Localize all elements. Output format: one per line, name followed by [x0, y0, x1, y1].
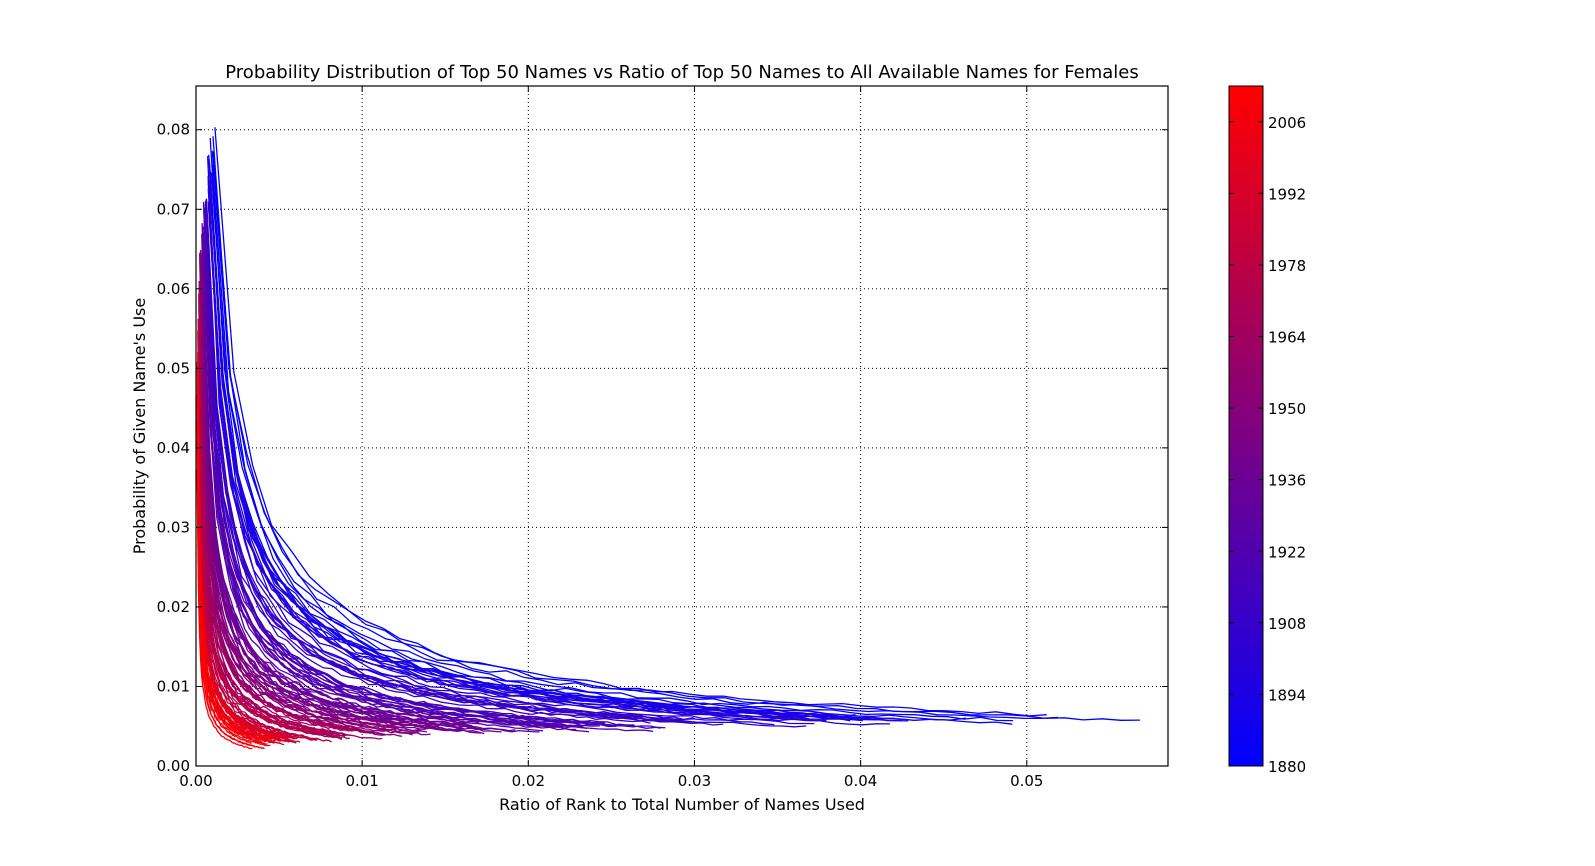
- series-line-2009: [196, 468, 253, 750]
- x-tick-label: 0.01: [345, 772, 378, 790]
- y-tick-label: 0.06: [157, 280, 190, 298]
- colorbar-tick-label: 1880: [1268, 758, 1306, 776]
- series-line-1926: [202, 251, 577, 731]
- colorbar-tick-label: 1992: [1268, 185, 1306, 203]
- colorbar-ticks: 1880 1894 1908 1922 1936 1950 1964 1978 1992 2006: [1229, 114, 1306, 776]
- series-line-1921: [203, 224, 605, 724]
- colorbar-tick-label: 1936: [1268, 472, 1306, 490]
- y-tick-label: 0.03: [157, 518, 190, 536]
- plot-background: [196, 86, 1168, 766]
- series-line-1922: [203, 231, 588, 730]
- colorbar-tick-label: 1908: [1268, 615, 1306, 633]
- x-axis-ticks: 0.00 0.01 0.02 0.03 0.04 0.05: [179, 86, 1043, 790]
- series-line-1961: [198, 288, 364, 732]
- y-axis-label: Probability of Given Name's Use: [130, 298, 149, 554]
- series-line-2002: [196, 395, 272, 740]
- y-tick-label: 0.04: [157, 439, 190, 457]
- series-line-1978: [197, 363, 318, 733]
- series-line-1973: [198, 363, 332, 734]
- series-line-1885: [210, 172, 967, 721]
- series-line-1901: [207, 201, 815, 725]
- series-line-1914: [205, 216, 679, 721]
- series-line-1953: [199, 297, 397, 732]
- colorbar-tick-label: 1978: [1268, 257, 1306, 275]
- series-line-1982: [197, 394, 318, 741]
- y-tick-label: 0.01: [157, 677, 190, 695]
- y-tick-label: 0.07: [157, 200, 190, 218]
- series-line-1954: [199, 269, 399, 729]
- y-tick-label: 0.08: [157, 121, 190, 139]
- series-line-1880: [214, 127, 1140, 721]
- series-line-1902: [207, 207, 827, 722]
- series-line-1886: [212, 151, 1059, 720]
- x-tick-label: 0.02: [512, 772, 545, 790]
- plot-area: 0.00 0.01 0.02 0.03 0.04 0.05 0.000.010.020.0…: [157, 85, 1169, 790]
- colorbar-tick-label: 1950: [1268, 400, 1306, 418]
- series-line-1882: [212, 136, 1047, 717]
- series-line-1938: [201, 262, 482, 725]
- series-line-2013: [196, 419, 260, 741]
- series-line-2001: [197, 352, 281, 740]
- series-line-2011: [196, 380, 270, 739]
- series-line-1906: [205, 199, 703, 724]
- y-tick-label: 0.05: [157, 359, 190, 377]
- y-tick-label: 0.02: [157, 598, 190, 616]
- x-tick-label: 0.03: [678, 772, 711, 790]
- series-line-1970: [198, 385, 350, 733]
- series-line-1881: [211, 150, 1014, 722]
- series-line-2012: [196, 394, 252, 745]
- series-line-1894: [206, 156, 775, 726]
- grid-lines: [196, 86, 1168, 766]
- colorbar-tick-label: 1922: [1268, 543, 1306, 561]
- series-line-1968: [198, 286, 356, 731]
- series-line-1975: [197, 377, 311, 734]
- x-tick-label: 0.00: [179, 772, 212, 790]
- series-line-1895: [209, 189, 891, 726]
- series-line-2003: [196, 459, 271, 747]
- series-line-1983: [197, 375, 307, 738]
- y-axis-ticks: 0.00 0.01 0.02 0.03 0.04 0.05 0.06 0.07 0.08: [157, 121, 1168, 775]
- colorbar-tick-label: 1964: [1268, 329, 1306, 347]
- x-axis-label: Ratio of Rank to Total Number of Names U…: [499, 795, 865, 814]
- series-line-1941: [200, 284, 461, 727]
- series-line-1972: [197, 383, 326, 732]
- series-line-1908: [204, 214, 651, 724]
- x-tick-label: 0.04: [844, 772, 877, 790]
- colorbar-tick-label: 2006: [1268, 114, 1306, 132]
- series-lines: [196, 127, 1140, 750]
- series-line-1993: [197, 375, 284, 737]
- plot-frame: [195, 85, 1169, 767]
- x-tick-label: 0.05: [1010, 772, 1043, 790]
- series-line-1907: [204, 204, 659, 722]
- series-line-1962: [198, 280, 352, 737]
- series-line-1897: [209, 182, 902, 722]
- colorbar: 1880 1894 1908 1922 1936 1950 1964 1978 1992 2006: [1228, 85, 1306, 776]
- series-line-2010: [196, 440, 257, 748]
- series-line-1951: [199, 269, 413, 736]
- chart-title: Probability Distribution of Top 50 Names…: [225, 62, 1138, 83]
- series-line-1899: [207, 183, 811, 720]
- series-line-1925: [203, 250, 584, 728]
- y-tick-label: 0.00: [157, 757, 190, 775]
- series-line-1949: [200, 336, 430, 729]
- series-line-1916: [204, 238, 666, 729]
- colorbar-tick-label: 1894: [1268, 686, 1306, 704]
- colorbar-gradient: [1228, 85, 1264, 767]
- series-line-1919: [203, 253, 600, 727]
- series-line-1939: [201, 255, 482, 731]
